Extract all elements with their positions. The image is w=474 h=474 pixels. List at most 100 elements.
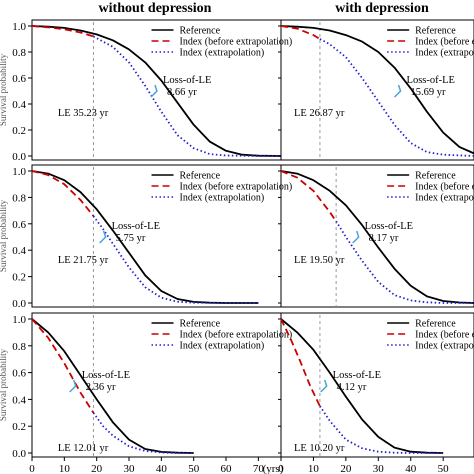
panel-grid: 0.0 0.2 0.4 0.6 0.8 1.0 Survival probability Re… (0, 19, 474, 474)
legend-label: Index (extrapolation) (180, 48, 265, 59)
y-tick-label: 0.8 (12, 341, 26, 353)
legend-label: Index (extrapolation) (180, 341, 265, 352)
index-extrapolation-curve (92, 412, 194, 454)
y-tick-label: 0.2 (12, 272, 26, 284)
reference-curve (31, 318, 194, 454)
loss-callout-mark (69, 379, 77, 393)
x-tick-label: 30 (373, 463, 385, 474)
le-label: LE 26.87 yr (294, 108, 345, 119)
y-tick-label: 0.6 (12, 73, 26, 85)
index-before-curve (31, 170, 95, 217)
loss-of-le-value: 5.75 yr (116, 233, 146, 244)
reference-curve (31, 170, 259, 304)
x-unit-label: (yrs) (263, 463, 284, 474)
legend-label: Index (before extrapolation) (180, 182, 293, 193)
index-extrapolation-curve (319, 405, 444, 454)
loss-callout-mark (150, 84, 158, 98)
y-tick-label: 0.4 (12, 394, 26, 406)
loss-of-le-label: Loss-of-LE (407, 75, 455, 86)
loss-callout-mark (352, 230, 360, 244)
loss-of-le-label: Loss-of-LE (82, 370, 130, 381)
reference-curve (280, 170, 474, 304)
y-tick-label: 0.6 (12, 368, 26, 380)
y-axis-label: Survival probability (0, 348, 8, 421)
x-tick-label: 20 (91, 463, 103, 474)
y-tick-label: 0.0 (12, 298, 26, 310)
legend-label: Reference (415, 171, 456, 182)
index-extrapolation-curve (92, 215, 259, 304)
legend-label: Reference (415, 26, 456, 37)
x-tick-label: 10 (308, 463, 320, 474)
y-tick-label: 0.6 (12, 219, 26, 231)
reference-curve (280, 318, 444, 454)
x-tick-label: 70 (253, 463, 265, 474)
loss-callout-mark (394, 84, 402, 98)
y-tick-label: 0.8 (12, 47, 26, 59)
loss-of-le-value: 4.12 yr (337, 382, 367, 393)
y-axis-label: Survival probability (0, 53, 8, 126)
y-tick-label: 1.0 (12, 166, 26, 178)
loss-of-le-value: 8.66 yr (167, 87, 197, 98)
le-label: LE 35.23 yr (58, 108, 109, 119)
legend-label: Index (before extrapolation) (415, 330, 474, 341)
x-tick-label: 50 (438, 463, 450, 474)
index-before-curve (280, 318, 321, 407)
loss-of-le-value: 8.17 yr (369, 233, 399, 244)
le-label: LE 10.20 yr (294, 443, 345, 454)
y-tick-label: 0.8 (12, 192, 26, 204)
loss-of-le-value: 15.69 yr (411, 87, 447, 98)
loss-of-le-value: 2.36 yr (86, 382, 116, 393)
legend-label: Reference (415, 319, 456, 330)
y-tick-label: 0.4 (12, 245, 26, 257)
x-tick-label: 20 (340, 463, 352, 474)
legend-label: Reference (180, 171, 221, 182)
x-tick-label: 40 (156, 463, 168, 474)
y-tick-label: 0.4 (12, 99, 26, 111)
x-tick-label: 50 (188, 463, 200, 474)
index-extrapolation-curve (319, 38, 474, 157)
x-tick-label: 10 (59, 463, 71, 474)
panel-r1c1: 0.0 0.2 0.4 0.6 0.8 1.0 Survival probability Re… (0, 19, 293, 163)
le-label: LE 12.01 yr (58, 443, 109, 454)
y-tick-label: 0.2 (12, 125, 26, 137)
y-tick-label: 0.0 (12, 448, 26, 460)
panel-r2c1: 0.0 0.2 0.4 0.6 0.8 1.0 Survival probability Re… (0, 164, 293, 310)
index-extrapolation-curve (92, 35, 281, 157)
x-tick-label: 60 (221, 463, 233, 474)
le-label: LE 19.50 yr (294, 255, 345, 266)
loss-callout-mark (99, 230, 107, 244)
legend-label: Index (before extrapolation) (415, 37, 474, 48)
y-tick-label: 1.0 (12, 21, 26, 33)
reference-curve (31, 25, 282, 157)
y-tick-label: 0.0 (12, 151, 26, 163)
legend-label: Index (extrapolation) (180, 193, 265, 204)
legend-label: Index (extrapolation) (415, 341, 474, 352)
column-title-with-depression: with depression (335, 1, 429, 16)
le-label: LE 21.75 yr (58, 255, 109, 266)
y-tick-label: 0.2 (12, 421, 26, 433)
loss-of-le-label: Loss-of-LE (333, 370, 381, 381)
panel-frame (280, 19, 474, 161)
legend-label: Index (before extrapolation) (180, 330, 293, 341)
y-tick-label: 1.0 (12, 314, 26, 326)
legend-label: Index (extrapolation) (415, 193, 474, 204)
column-title-without-depression: without depression (99, 1, 212, 16)
panel-frame (280, 164, 474, 308)
index-extrapolation-curve (335, 220, 474, 304)
x-tick-label: 40 (405, 463, 417, 474)
legend-label: Index (extrapolation) (415, 48, 474, 59)
legend-label: Index (before extrapolation) (180, 37, 293, 48)
panel-frame (280, 312, 474, 458)
legend-label: Reference (180, 26, 221, 37)
legend-label: Reference (180, 319, 221, 330)
x-tick-label: 0 (29, 463, 35, 474)
loss-of-le-label: Loss-of-LE (163, 75, 211, 86)
index-before-curve (280, 170, 337, 222)
loss-of-le-label: Loss-of-LE (365, 221, 413, 232)
index-before-curve (31, 318, 95, 414)
reference-curve (280, 25, 474, 155)
